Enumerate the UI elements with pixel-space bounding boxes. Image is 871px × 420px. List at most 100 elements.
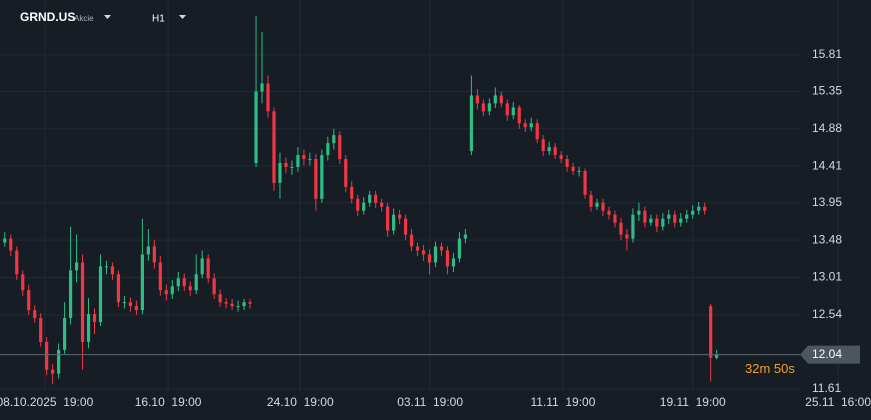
candle-body — [266, 83, 270, 112]
candle-body — [260, 83, 264, 92]
candle-body — [541, 139, 545, 152]
candle-body — [164, 290, 168, 295]
candle-body — [374, 194, 378, 203]
candle-body — [475, 95, 479, 104]
candle-body — [595, 202, 599, 207]
x-tick-label: 11.11 19:00 — [530, 395, 595, 409]
candle-body — [152, 246, 156, 263]
candle-body — [427, 254, 432, 263]
y-tick-label: 12.54 — [812, 307, 842, 321]
y-tick-label: 13.95 — [812, 195, 842, 209]
candle-body — [697, 206, 701, 211]
candle-body — [505, 103, 509, 116]
candle-body — [63, 318, 67, 350]
candle-body — [158, 262, 162, 291]
current-price-label: 12.04 — [812, 347, 842, 361]
timeframe[interactable]: H1 — [152, 14, 165, 25]
candle-body — [445, 250, 450, 267]
y-tick-label: 11.61 — [812, 381, 841, 395]
candle-body — [122, 302, 127, 304]
candle-body — [607, 210, 611, 215]
candle-body — [685, 214, 689, 219]
instrument-type: Akcie — [74, 14, 94, 23]
candle-body — [272, 111, 276, 183]
candle-body — [9, 238, 13, 251]
candle-body — [439, 246, 444, 251]
candle-body — [68, 270, 73, 319]
candle-body — [302, 155, 306, 160]
x-tick-label: 08.10.2025 19:00 — [0, 395, 94, 409]
candle-body — [577, 170, 581, 172]
candle-body — [326, 143, 330, 156]
candle-body — [625, 234, 629, 239]
candle-body — [146, 246, 150, 255]
candle-body — [493, 95, 497, 104]
candle-body — [344, 159, 348, 187]
candle-body — [703, 206, 707, 211]
candle-body — [212, 278, 216, 295]
candle-body — [613, 214, 617, 223]
candle-body — [679, 218, 683, 223]
candle-body — [457, 238, 462, 259]
candle-body — [248, 302, 252, 304]
candle-body — [176, 278, 180, 287]
timeframe-dropdown[interactable] — [179, 15, 186, 19]
candle-body — [224, 302, 228, 304]
candle-body — [80, 262, 85, 342]
candle-body — [218, 294, 222, 303]
candle-body — [499, 95, 503, 104]
candle-body — [57, 349, 61, 374]
candle-body — [709, 306, 713, 358]
candle-body — [332, 135, 336, 144]
candle-body — [571, 166, 575, 171]
candle-body — [637, 210, 641, 215]
candle-body — [284, 163, 288, 167]
symbol-dropdown[interactable] — [104, 15, 111, 19]
candle-body — [403, 218, 408, 235]
candle-body — [463, 234, 468, 239]
candle-body — [583, 170, 587, 195]
candle-body — [565, 159, 569, 167]
candle-body — [451, 258, 456, 267]
candle-body — [116, 274, 121, 303]
candle-body — [27, 290, 31, 311]
y-tick-label: 14.41 — [812, 158, 842, 172]
candle-body — [601, 202, 605, 211]
candle-body — [619, 222, 623, 235]
candle-body — [433, 246, 438, 263]
candle-body — [368, 194, 372, 203]
candle-body — [547, 147, 551, 152]
candle-body — [529, 123, 533, 128]
candle-body — [194, 274, 198, 291]
candle-body — [469, 95, 473, 152]
candle-body — [517, 107, 521, 124]
candle-body — [386, 206, 390, 231]
candle-body — [51, 369, 55, 374]
current-price-box — [800, 345, 860, 364]
candle-body — [308, 159, 312, 161]
candle-body — [39, 318, 43, 342]
candle-body — [362, 202, 366, 211]
symbol[interactable]: GRND.US — [20, 10, 75, 24]
y-tick-label: 13.01 — [812, 270, 842, 284]
candle-body — [182, 278, 186, 287]
candle-body — [230, 303, 234, 307]
candle-body — [691, 210, 695, 215]
y-tick-label: 14.88 — [812, 121, 842, 135]
candle-body — [649, 218, 653, 223]
candles — [3, 15, 719, 385]
candle-body — [170, 286, 174, 295]
candle-body — [481, 103, 485, 112]
y-tick-label: 15.81 — [812, 47, 842, 61]
x-tick-label: 25.11 16:00 — [805, 395, 871, 409]
candle-body — [290, 166, 294, 168]
candle-body — [511, 107, 515, 116]
x-tick-label: 24.10 19:00 — [267, 395, 334, 409]
candle-body — [134, 306, 138, 311]
candle-body — [3, 238, 7, 243]
candle-body — [356, 198, 360, 211]
candle-body — [350, 186, 354, 199]
countdown: 32m 50s — [745, 361, 795, 376]
